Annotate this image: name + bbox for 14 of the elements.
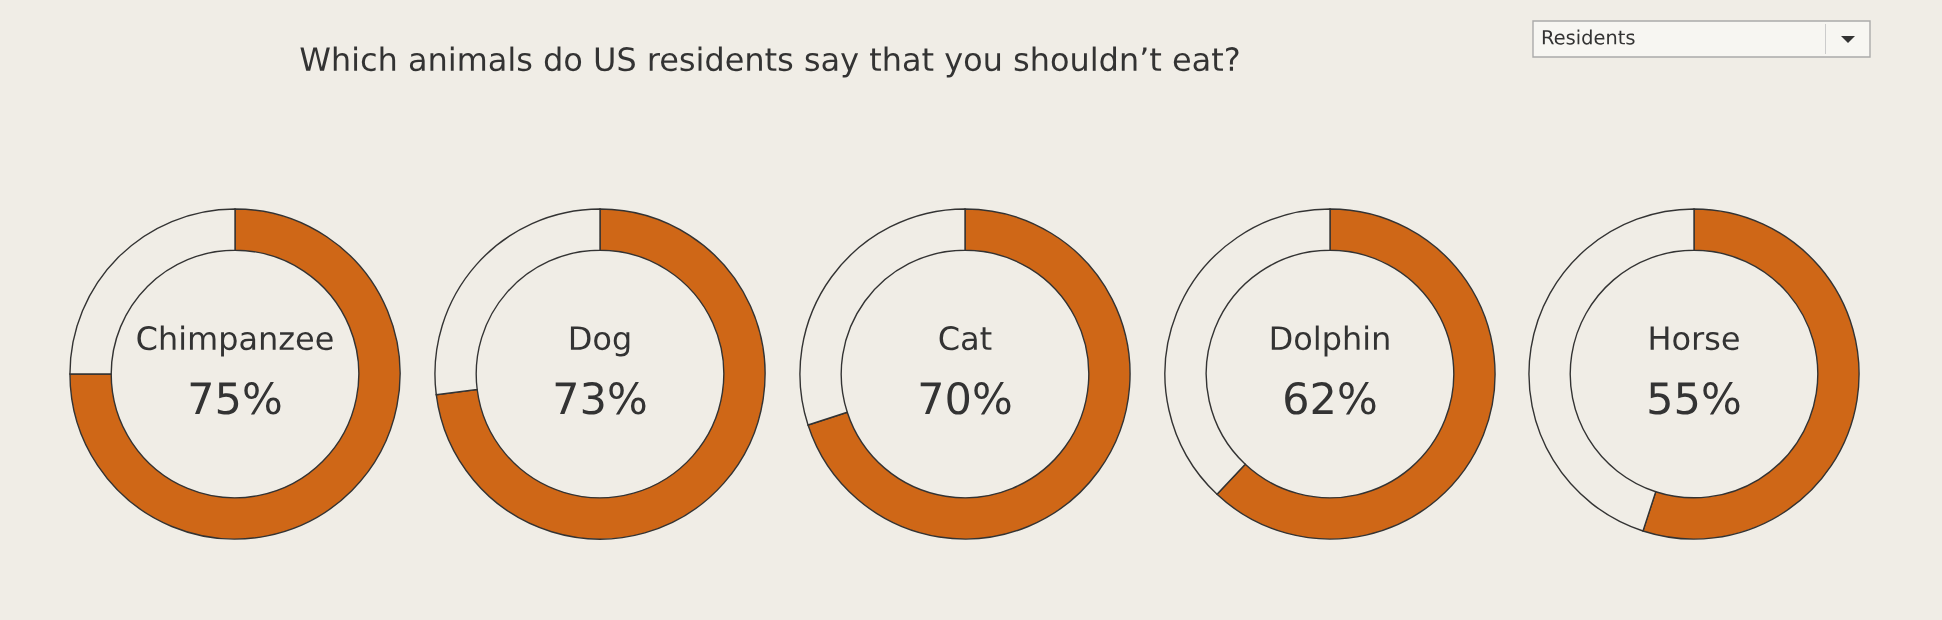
slice-label: Chimpanzee (137, 325, 333, 357)
data-label: 75% (190, 381, 281, 415)
slice-label: Dog (570, 326, 630, 357)
data-label: 55% (1649, 381, 1740, 415)
slice-label: Cat (939, 326, 992, 351)
donut-slice (69, 208, 401, 540)
text: Which animals do US residents say that you shouldn’t eat? (300, 46, 1239, 78)
slice-label: Dolphin (1271, 325, 1389, 357)
donut-slice (435, 208, 766, 540)
text: Residents (1542, 29, 1635, 45)
data-label: 70% (920, 381, 1011, 415)
data-label: 73% (555, 381, 646, 415)
data-label: 62% (1285, 381, 1376, 415)
slice-label: Horse (1650, 326, 1739, 351)
